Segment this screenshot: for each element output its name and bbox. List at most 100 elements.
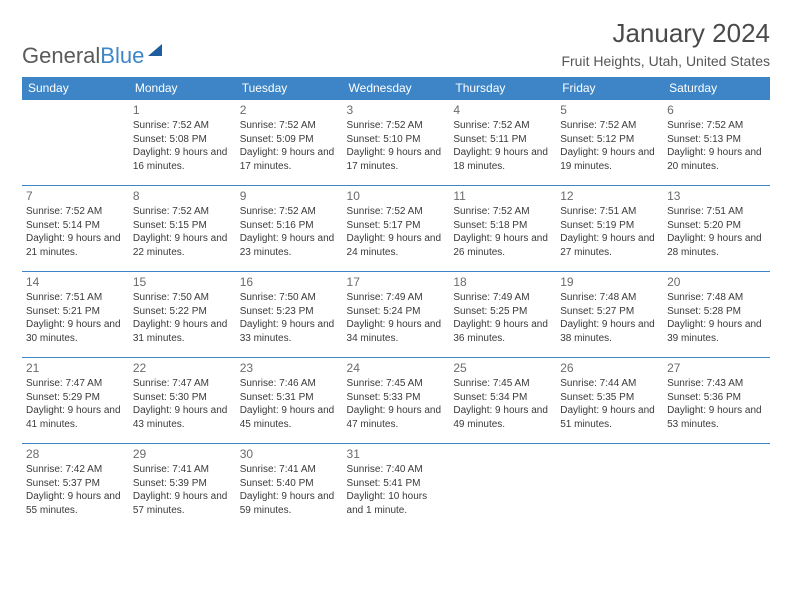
daylight-text: Daylight: 9 hours and 47 minutes.: [347, 404, 446, 431]
sunset-text: Sunset: 5:28 PM: [667, 305, 766, 319]
logo-mark-icon: [148, 44, 162, 56]
daylight-text: Daylight: 9 hours and 33 minutes.: [240, 318, 339, 345]
calendar-cell: 5Sunrise: 7:52 AMSunset: 5:12 PMDaylight…: [556, 100, 663, 186]
day-number: 22: [133, 360, 232, 376]
sunrise-text: Sunrise: 7:49 AM: [347, 291, 446, 305]
calendar-cell: 1Sunrise: 7:52 AMSunset: 5:08 PMDaylight…: [129, 100, 236, 186]
sunset-text: Sunset: 5:13 PM: [667, 133, 766, 147]
calendar-cell: 23Sunrise: 7:46 AMSunset: 5:31 PMDayligh…: [236, 358, 343, 444]
calendar-row: 7Sunrise: 7:52 AMSunset: 5:14 PMDaylight…: [22, 186, 770, 272]
calendar-cell: 8Sunrise: 7:52 AMSunset: 5:15 PMDaylight…: [129, 186, 236, 272]
sunrise-text: Sunrise: 7:41 AM: [240, 463, 339, 477]
day-number: 14: [26, 274, 125, 290]
daylight-text: Daylight: 9 hours and 31 minutes.: [133, 318, 232, 345]
sunrise-text: Sunrise: 7:50 AM: [133, 291, 232, 305]
sunset-text: Sunset: 5:23 PM: [240, 305, 339, 319]
daylight-text: Daylight: 10 hours and 1 minute.: [347, 490, 446, 517]
sunrise-text: Sunrise: 7:45 AM: [453, 377, 552, 391]
sunset-text: Sunset: 5:35 PM: [560, 391, 659, 405]
day-number: 8: [133, 188, 232, 204]
daylight-text: Daylight: 9 hours and 21 minutes.: [26, 232, 125, 259]
sunset-text: Sunset: 5:41 PM: [347, 477, 446, 491]
calendar-cell: 9Sunrise: 7:52 AMSunset: 5:16 PMDaylight…: [236, 186, 343, 272]
location-subtitle: Fruit Heights, Utah, United States: [561, 53, 770, 69]
sunrise-text: Sunrise: 7:52 AM: [240, 119, 339, 133]
sunset-text: Sunset: 5:30 PM: [133, 391, 232, 405]
sunrise-text: Sunrise: 7:52 AM: [667, 119, 766, 133]
sunrise-text: Sunrise: 7:47 AM: [26, 377, 125, 391]
sunset-text: Sunset: 5:21 PM: [26, 305, 125, 319]
sunrise-text: Sunrise: 7:43 AM: [667, 377, 766, 391]
daylight-text: Daylight: 9 hours and 34 minutes.: [347, 318, 446, 345]
page-title: January 2024: [561, 18, 770, 49]
daylight-text: Daylight: 9 hours and 59 minutes.: [240, 490, 339, 517]
sunrise-text: Sunrise: 7:48 AM: [560, 291, 659, 305]
daylight-text: Daylight: 9 hours and 45 minutes.: [240, 404, 339, 431]
logo-text-2: Blue: [100, 43, 144, 69]
day-number: 6: [667, 102, 766, 118]
sunset-text: Sunset: 5:33 PM: [347, 391, 446, 405]
calendar-cell: 27Sunrise: 7:43 AMSunset: 5:36 PMDayligh…: [663, 358, 770, 444]
calendar-cell: 29Sunrise: 7:41 AMSunset: 5:39 PMDayligh…: [129, 444, 236, 530]
sunrise-text: Sunrise: 7:52 AM: [453, 205, 552, 219]
daylight-text: Daylight: 9 hours and 16 minutes.: [133, 146, 232, 173]
day-header: Friday: [556, 77, 663, 100]
daylight-text: Daylight: 9 hours and 24 minutes.: [347, 232, 446, 259]
daylight-text: Daylight: 9 hours and 17 minutes.: [240, 146, 339, 173]
sunrise-text: Sunrise: 7:47 AM: [133, 377, 232, 391]
day-number: 5: [560, 102, 659, 118]
sunset-text: Sunset: 5:34 PM: [453, 391, 552, 405]
sunrise-text: Sunrise: 7:46 AM: [240, 377, 339, 391]
day-number: 10: [347, 188, 446, 204]
calendar-cell: [22, 100, 129, 186]
sunrise-text: Sunrise: 7:49 AM: [453, 291, 552, 305]
day-number: 20: [667, 274, 766, 290]
calendar-cell: [449, 444, 556, 530]
sunset-text: Sunset: 5:27 PM: [560, 305, 659, 319]
day-number: 4: [453, 102, 552, 118]
calendar-cell: 30Sunrise: 7:41 AMSunset: 5:40 PMDayligh…: [236, 444, 343, 530]
daylight-text: Daylight: 9 hours and 55 minutes.: [26, 490, 125, 517]
calendar-cell: 4Sunrise: 7:52 AMSunset: 5:11 PMDaylight…: [449, 100, 556, 186]
calendar-cell: 7Sunrise: 7:52 AMSunset: 5:14 PMDaylight…: [22, 186, 129, 272]
calendar-cell: 31Sunrise: 7:40 AMSunset: 5:41 PMDayligh…: [343, 444, 450, 530]
calendar-cell: 28Sunrise: 7:42 AMSunset: 5:37 PMDayligh…: [22, 444, 129, 530]
title-block: January 2024 Fruit Heights, Utah, United…: [561, 18, 770, 69]
calendar-cell: 24Sunrise: 7:45 AMSunset: 5:33 PMDayligh…: [343, 358, 450, 444]
sunrise-text: Sunrise: 7:40 AM: [347, 463, 446, 477]
calendar-cell: 22Sunrise: 7:47 AMSunset: 5:30 PMDayligh…: [129, 358, 236, 444]
daylight-text: Daylight: 9 hours and 41 minutes.: [26, 404, 125, 431]
day-number: 25: [453, 360, 552, 376]
sunset-text: Sunset: 5:25 PM: [453, 305, 552, 319]
logo-text-1: General: [22, 43, 100, 69]
daylight-text: Daylight: 9 hours and 27 minutes.: [560, 232, 659, 259]
sunset-text: Sunset: 5:40 PM: [240, 477, 339, 491]
day-header: Monday: [129, 77, 236, 100]
sunrise-text: Sunrise: 7:52 AM: [133, 119, 232, 133]
sunrise-text: Sunrise: 7:48 AM: [667, 291, 766, 305]
day-number: 24: [347, 360, 446, 376]
sunset-text: Sunset: 5:20 PM: [667, 219, 766, 233]
calendar-cell: 26Sunrise: 7:44 AMSunset: 5:35 PMDayligh…: [556, 358, 663, 444]
sunset-text: Sunset: 5:14 PM: [26, 219, 125, 233]
day-number: 16: [240, 274, 339, 290]
calendar-cell: 21Sunrise: 7:47 AMSunset: 5:29 PMDayligh…: [22, 358, 129, 444]
sunrise-text: Sunrise: 7:51 AM: [667, 205, 766, 219]
day-number: 27: [667, 360, 766, 376]
day-number: 31: [347, 446, 446, 462]
calendar-row: 28Sunrise: 7:42 AMSunset: 5:37 PMDayligh…: [22, 444, 770, 530]
sunrise-text: Sunrise: 7:52 AM: [560, 119, 659, 133]
sunset-text: Sunset: 5:17 PM: [347, 219, 446, 233]
daylight-text: Daylight: 9 hours and 43 minutes.: [133, 404, 232, 431]
day-number: 13: [667, 188, 766, 204]
calendar-cell: 20Sunrise: 7:48 AMSunset: 5:28 PMDayligh…: [663, 272, 770, 358]
calendar-cell: 3Sunrise: 7:52 AMSunset: 5:10 PMDaylight…: [343, 100, 450, 186]
sunset-text: Sunset: 5:37 PM: [26, 477, 125, 491]
daylight-text: Daylight: 9 hours and 28 minutes.: [667, 232, 766, 259]
calendar-cell: 17Sunrise: 7:49 AMSunset: 5:24 PMDayligh…: [343, 272, 450, 358]
sunrise-text: Sunrise: 7:52 AM: [26, 205, 125, 219]
day-number: 30: [240, 446, 339, 462]
daylight-text: Daylight: 9 hours and 51 minutes.: [560, 404, 659, 431]
day-number: 3: [347, 102, 446, 118]
daylight-text: Daylight: 9 hours and 36 minutes.: [453, 318, 552, 345]
